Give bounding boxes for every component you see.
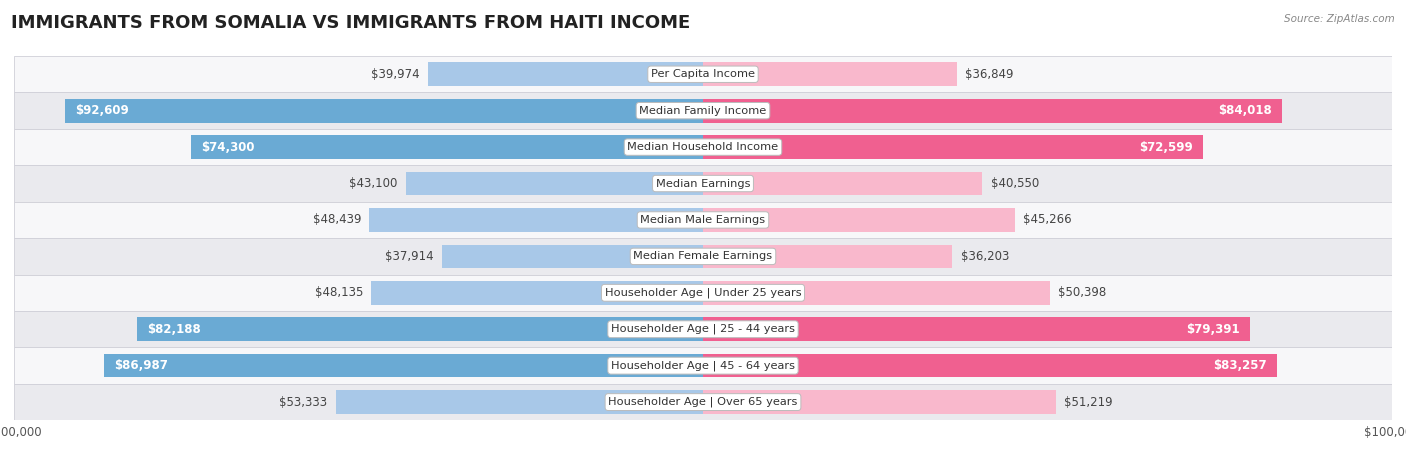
- Bar: [14, 238, 1392, 275]
- Text: $45,266: $45,266: [1024, 213, 1071, 226]
- Bar: [703, 99, 1282, 122]
- Text: $83,257: $83,257: [1212, 359, 1267, 372]
- Text: Median Female Earnings: Median Female Earnings: [634, 251, 772, 262]
- Text: $43,100: $43,100: [350, 177, 398, 190]
- Text: $79,391: $79,391: [1187, 323, 1240, 336]
- Text: $37,914: $37,914: [385, 250, 433, 263]
- Bar: [14, 275, 1392, 311]
- Bar: [14, 56, 1392, 92]
- Text: Median Family Income: Median Family Income: [640, 106, 766, 116]
- Bar: [703, 63, 957, 86]
- Text: Householder Age | Under 25 years: Householder Age | Under 25 years: [605, 288, 801, 298]
- Text: $50,398: $50,398: [1059, 286, 1107, 299]
- Bar: [703, 390, 1056, 414]
- Bar: [441, 245, 703, 268]
- Text: Per Capita Income: Per Capita Income: [651, 69, 755, 79]
- Text: $48,439: $48,439: [312, 213, 361, 226]
- Text: Median Household Income: Median Household Income: [627, 142, 779, 152]
- Text: Median Earnings: Median Earnings: [655, 178, 751, 189]
- Bar: [370, 208, 703, 232]
- Bar: [14, 165, 1392, 202]
- Bar: [703, 281, 1050, 304]
- Bar: [703, 172, 983, 195]
- Text: Source: ZipAtlas.com: Source: ZipAtlas.com: [1284, 14, 1395, 24]
- Bar: [703, 208, 1015, 232]
- Bar: [336, 390, 703, 414]
- Text: Householder Age | 25 - 44 years: Householder Age | 25 - 44 years: [612, 324, 794, 334]
- Bar: [136, 318, 703, 341]
- Bar: [191, 135, 703, 159]
- Text: Median Male Earnings: Median Male Earnings: [641, 215, 765, 225]
- Bar: [406, 172, 703, 195]
- Bar: [703, 245, 952, 268]
- Bar: [14, 92, 1392, 129]
- Bar: [14, 384, 1392, 420]
- Bar: [427, 63, 703, 86]
- Text: $72,599: $72,599: [1139, 141, 1192, 154]
- Bar: [14, 311, 1392, 347]
- Bar: [104, 354, 703, 377]
- Text: Householder Age | 45 - 64 years: Householder Age | 45 - 64 years: [612, 361, 794, 371]
- Text: $53,333: $53,333: [280, 396, 328, 409]
- Text: $74,300: $74,300: [201, 141, 254, 154]
- Bar: [703, 318, 1250, 341]
- Bar: [14, 347, 1392, 384]
- Bar: [14, 129, 1392, 165]
- Text: $84,018: $84,018: [1218, 104, 1271, 117]
- Bar: [703, 135, 1204, 159]
- Text: $48,135: $48,135: [315, 286, 363, 299]
- Text: $40,550: $40,550: [991, 177, 1039, 190]
- Text: $92,609: $92,609: [76, 104, 129, 117]
- Text: $51,219: $51,219: [1064, 396, 1112, 409]
- Bar: [703, 354, 1277, 377]
- Text: $86,987: $86,987: [114, 359, 167, 372]
- Text: $82,188: $82,188: [148, 323, 201, 336]
- Text: IMMIGRANTS FROM SOMALIA VS IMMIGRANTS FROM HAITI INCOME: IMMIGRANTS FROM SOMALIA VS IMMIGRANTS FR…: [11, 14, 690, 32]
- Text: $39,974: $39,974: [371, 68, 419, 81]
- Bar: [65, 99, 703, 122]
- Bar: [371, 281, 703, 304]
- Text: $36,203: $36,203: [960, 250, 1010, 263]
- Text: Householder Age | Over 65 years: Householder Age | Over 65 years: [609, 397, 797, 407]
- Text: $36,849: $36,849: [965, 68, 1014, 81]
- Bar: [14, 202, 1392, 238]
